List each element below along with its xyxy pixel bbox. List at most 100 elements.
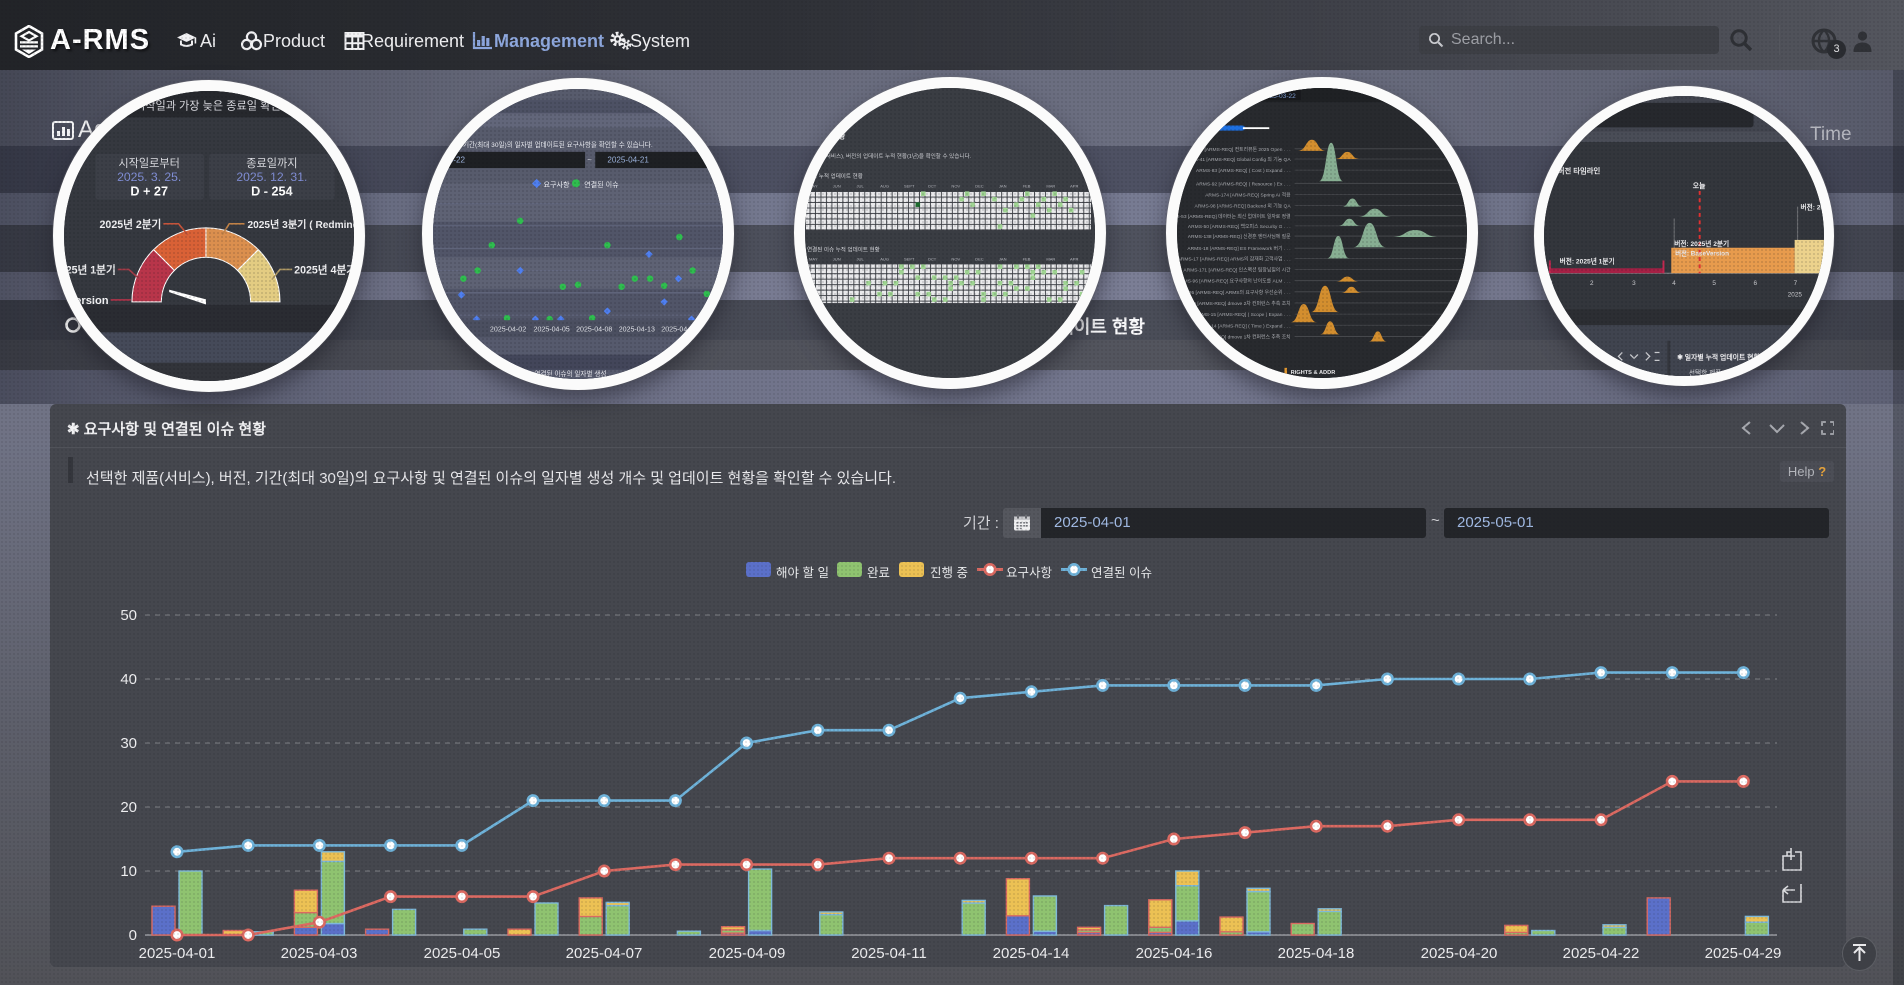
svg-text:사항 누적 업데이트 현황: 사항 누적 업데이트 현황	[807, 172, 863, 180]
svg-text:ARMS-17 [ARMS-REQ] ARMS의 잠재화 고: ARMS-17 [ARMS-REQ] ARMS의 잠재화 고객사업 . . .	[1178, 255, 1291, 262]
svg-text:APR: APR	[1070, 256, 1078, 261]
svg-text:~: ~	[587, 156, 592, 165]
svg-text:JUN: JUN	[833, 256, 841, 261]
svg-text:ARMS-59 [ARMS-REQ] dmove 2차 컨퍼: ARMS-59 [ARMS-REQ] dmove 2차 컨퍼런스 추측 조치	[1177, 300, 1291, 307]
svg-text:ARMS-14 [ARMS-REQ] ( Time ) Ex: ARMS-14 [ARMS-REQ] ( Time ) Expand . . .	[1196, 323, 1291, 329]
svg-text:ARMS-92 [ARMS-REQ] ( Resource: ARMS-92 [ARMS-REQ] ( Resource ) Ex . . .	[1196, 181, 1291, 187]
svg-text:10: 10	[120, 863, 137, 880]
svg-text:ARMS-18 [ARMS-REQ] ES Framewor: ARMS-18 [ARMS-REQ] ES Framework 버기 . . .	[1187, 245, 1290, 252]
svg-text:3: 3	[1632, 280, 1636, 287]
svg-text:ARMS-83 [ARMS-REQ] ( Cost ) Ex: ARMS-83 [ARMS-REQ] ( Cost ) Expand . . .	[1196, 168, 1291, 174]
svg-text:5-03-22: 5-03-22	[437, 156, 465, 165]
svg-text:ARMS-138 [ARMS-REQ] 신경훈 엔터사님께: ARMS-138 [ARMS-REQ] 신경훈 엔터사님께 질문	[1188, 233, 1291, 240]
svg-text:2025-04-01: 2025-04-01	[139, 945, 216, 962]
svg-text:ARMS-53 [ARMS-REQ] 데이터는 최신 업데이: ARMS-53 [ARMS-REQ] 데이터는 최신 업데이트 일자로 정렬	[1177, 213, 1291, 220]
svg-text:MAR: MAR	[1046, 183, 1055, 188]
svg-text:OCT: OCT	[928, 183, 937, 188]
svg-text:JAN: JAN	[999, 256, 1007, 261]
svg-text:2025-04-07: 2025-04-07	[566, 945, 643, 962]
svg-text:ARMS-171 [ARMS-REQ] 인스펙션 팀장님질의: ARMS-171 [ARMS-REQ] 인스펙션 팀장님질의 시간	[1183, 267, 1291, 274]
svg-text:2025. 12. 31.: 2025. 12. 31.	[236, 170, 307, 184]
svg-text:25-03-30: 25-03-30	[434, 325, 462, 333]
svg-text:2025-04-05: 2025-04-05	[534, 325, 570, 333]
svg-text:D + 27: D + 27	[130, 184, 168, 198]
svg-text:업데이트 현황: 업데이트 현황	[807, 132, 845, 141]
svg-text:2025-04-13: 2025-04-13	[619, 325, 655, 333]
svg-text:요구사항: 요구사항	[544, 180, 571, 189]
svg-text:ARMS-41 [ARMS-REQ] Global Conf: ARMS-41 [ARMS-REQ] Global Config 외 기능 QA	[1184, 156, 1291, 163]
svg-text:0: 0	[129, 927, 137, 944]
svg-text:2025-04-02: 2025-04-02	[490, 325, 526, 333]
svg-text:2025년 2분기: 2025년 2분기	[100, 218, 162, 231]
svg-text:한 제품(서비스), 버전의 업데이트 누적 현황(1년)을: 한 제품(서비스), 버전의 업데이트 누적 현황(1년)을 확인할 수 있습니…	[807, 152, 972, 160]
svg-text:ARMS-96 [ARMS-REQ] 요구사항의 난이도를: ARMS-96 [ARMS-REQ] 요구사항의 난이도를 ALM . . .	[1177, 278, 1291, 285]
svg-text:버전: 202: 버전: 202	[1801, 203, 1824, 212]
svg-text:RIGHTS & ADDR: RIGHTS & ADDR	[1291, 370, 1336, 376]
svg-text:JAN: JAN	[999, 183, 1007, 188]
svg-text:FEB: FEB	[1023, 256, 1031, 261]
svg-text:JUL: JUL	[857, 183, 865, 188]
svg-text:SEPT: SEPT	[904, 183, 915, 188]
svg-text:ARMS-98 [ARMS-REQ] Backend 외 기: ARMS-98 [ARMS-REQ] Backend 외 기능 QA	[1195, 203, 1292, 210]
svg-text:NOV: NOV	[951, 183, 960, 188]
svg-text:연결된 이슈 누적 업데이트 현황: 연결된 이슈 누적 업데이트 현황	[807, 245, 880, 253]
svg-text:2025. 3. 25.: 2025. 3. 25.	[117, 170, 181, 184]
svg-text:선택한 제품(서비: 선택한 제품(서비	[1689, 368, 1736, 376]
svg-text:7: 7	[1794, 280, 1798, 287]
svg-text:2025-04-08: 2025-04-08	[576, 325, 612, 333]
svg-text:5: 5	[1712, 280, 1716, 287]
svg-text:DEC: DEC	[975, 256, 984, 261]
svg-text:FEB: FEB	[1023, 183, 1031, 188]
svg-text:2025-04-22: 2025-04-22	[1563, 945, 1640, 962]
svg-text:버전 타임라인: 버전 타임라인	[1558, 166, 1601, 175]
svg-text:시작일로부터: 시작일로부터	[118, 156, 179, 170]
svg-text:종료일까지: 종료일까지	[246, 156, 297, 170]
svg-text:1: 1	[1550, 280, 1554, 287]
svg-text:BaseVersion: BaseVersion	[64, 295, 109, 307]
svg-text:2025-04-29: 2025-04-29	[1705, 945, 1782, 962]
svg-text:2025-04-20: 2025-04-20	[1421, 945, 1498, 962]
svg-text:JUN: JUN	[833, 183, 841, 188]
svg-text:✱ 일자별 누적 업데이트 현황: ✱ 일자별 누적 업데이트 현황	[1677, 352, 1760, 361]
svg-text:연결된 이슈의 일자별 생성: 연결된 이슈의 일자별 생성	[534, 369, 606, 378]
svg-text:2025-03-22: 2025-03-22	[1262, 93, 1296, 100]
svg-text:30: 30	[120, 735, 137, 752]
svg-text:버전: BaseVersion: 버전: BaseVersion	[1675, 249, 1729, 258]
svg-text:SEPT: SEPT	[904, 256, 915, 261]
svg-text:ARMS-43 [ARMS-REQ] 컨트리뷰톤 2025: ARMS-43 [ARMS-REQ] 컨트리뷰톤 2025 Open . . .	[1182, 146, 1291, 153]
svg-text:2025-04-03: 2025-04-03	[281, 945, 358, 962]
svg-text:JUL: JUL	[857, 256, 865, 261]
svg-text:ARMS-15 [ARMS-REQ] ( Scope ) E: ARMS-15 [ARMS-REQ] ( Scope ) Expan . . .	[1195, 312, 1291, 318]
svg-text:2025년 4분기 ( G: 2025년 4분기 ( G	[294, 264, 354, 277]
svg-text:2025-04-21: 2025-04-21	[607, 156, 649, 165]
svg-text:버전: 2025년 1분기: 버전: 2025년 1분기	[1560, 256, 1615, 265]
svg-text:NOV: NOV	[951, 256, 960, 261]
svg-text:2025-04-16: 2025-04-16	[1136, 945, 1213, 962]
svg-text:APR: APR	[1070, 183, 1078, 188]
svg-text:DEC: DEC	[975, 183, 984, 188]
svg-text:MAR: MAR	[1046, 256, 1055, 261]
svg-text:버전: 2025년 2분기: 버전: 2025년 2분기	[1674, 239, 1729, 248]
svg-text:2025-04-16: 2025-04-16	[661, 325, 697, 333]
svg-text:4: 4	[1672, 280, 1676, 287]
svg-text:2025-04-14: 2025-04-14	[993, 945, 1070, 962]
svg-text:OCT: OCT	[928, 256, 937, 261]
svg-text:D - 254: D - 254	[251, 184, 293, 198]
svg-text:MAY: MAY	[809, 183, 818, 188]
svg-text:ARMS-174 [ARMS-REQ] Spring AI: ARMS-174 [ARMS-REQ] Spring AI 적용	[1205, 191, 1291, 198]
svg-text:2025년 3분기 ( Redmine 활용 ): 2025년 3분기 ( Redmine 활용 )	[248, 218, 354, 231]
svg-text:[ARMS-REQ] dmove 1차 컨퍼런스 추측 조치: [ARMS-REQ] dmove 1차 컨퍼런스 추측 조치	[1197, 333, 1290, 340]
svg-text:시작일과 가장 늦은 종료일 확인 및 경과 시간: 시작일과 가장 늦은 종료일 확인 및 경과 시간	[135, 98, 341, 112]
svg-text:오늘: 오늘	[1693, 181, 1706, 190]
svg-text:AUG: AUG	[880, 183, 889, 188]
svg-text:ARMS-95 [ARMS-REQ] ARMS의 요구사항: ARMS-95 [ARMS-REQ] ARMS의 요구사항 우선순위 . . .	[1177, 289, 1291, 296]
svg-text:2025: 2025	[1788, 292, 1803, 299]
svg-text:AUG: AUG	[880, 256, 889, 261]
svg-text:6: 6	[1754, 280, 1758, 287]
svg-text:2: 2	[1590, 280, 1594, 287]
svg-text:2025-04-18: 2025-04-18	[1278, 945, 1355, 962]
svg-text:연결된 이슈: 연결된 이슈	[584, 180, 619, 189]
svg-text:MAY: MAY	[809, 256, 818, 261]
svg-text:2025-04-11: 2025-04-11	[851, 945, 927, 962]
svg-text:20: 20	[120, 799, 137, 816]
